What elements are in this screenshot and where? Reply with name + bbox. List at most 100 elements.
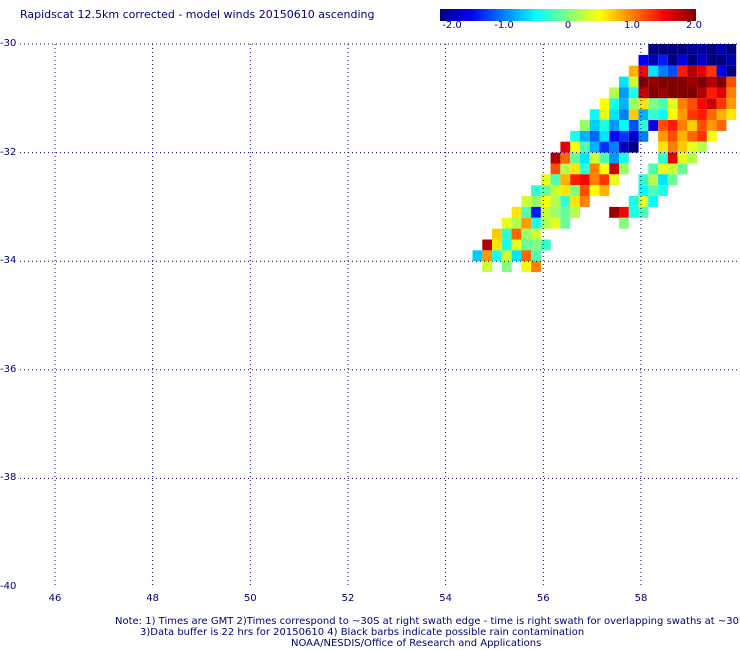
wind-diff-cell xyxy=(531,250,541,262)
wind-diff-cell xyxy=(658,163,668,175)
wind-diff-cell xyxy=(589,163,600,175)
wind-diff-cell xyxy=(716,98,727,110)
wind-diff-cell xyxy=(531,261,541,273)
wind-diff-cell xyxy=(531,185,541,197)
wind-diff-cell xyxy=(648,76,659,88)
wind-diff-cell xyxy=(560,206,571,218)
wind-diff-cell xyxy=(579,163,590,175)
wind-diff-cell xyxy=(667,87,678,99)
wind-diff-cell xyxy=(482,239,493,251)
wind-diff-cell xyxy=(550,206,561,218)
wind-diff-cell xyxy=(667,120,678,131)
wind-diff-cell xyxy=(667,174,678,186)
wind-diff-cell xyxy=(628,76,639,88)
wind-diff-cell xyxy=(521,239,532,251)
wind-diff-cell xyxy=(619,206,629,218)
wind-diff-cell xyxy=(531,228,541,240)
wind-diff-cell xyxy=(638,185,649,197)
wind-diff-cell xyxy=(677,87,688,99)
wind-diff-cell xyxy=(648,65,659,77)
wind-diff-cell xyxy=(619,76,629,88)
wind-diff-cell xyxy=(667,76,678,88)
wind-diff-cell xyxy=(501,217,512,229)
wind-diff-cell xyxy=(658,130,668,142)
longitude-label: 46 xyxy=(48,593,62,604)
wind-diff-cell xyxy=(579,174,590,186)
wind-diff-cell xyxy=(619,217,629,229)
wind-diff-cell xyxy=(677,98,688,110)
wind-diff-cell xyxy=(638,130,649,142)
colorbar-tick-label: 1.0 xyxy=(624,20,640,31)
wind-diff-cell xyxy=(677,76,688,88)
wind-diff-cell xyxy=(658,54,668,66)
wind-diff-cell xyxy=(648,185,659,197)
wind-diff-cell xyxy=(579,196,590,207)
wind-diff-cell xyxy=(511,239,522,251)
wind-diff-cell xyxy=(501,239,512,251)
longitude-label: 56 xyxy=(536,593,550,604)
latitude-label: -40 xyxy=(0,581,17,592)
wind-diff-cell xyxy=(589,130,600,142)
wind-diff-cell xyxy=(609,141,619,153)
latitude-label: -38 xyxy=(0,472,17,484)
wind-diff-cell xyxy=(570,174,580,186)
wind-diff-cell xyxy=(599,185,610,197)
wind-diff-cell xyxy=(540,217,551,229)
wind-diff-cell xyxy=(550,152,561,164)
longitude-label: 50 xyxy=(243,593,257,604)
wind-diff-cell xyxy=(706,76,717,88)
wind-diff-cell xyxy=(658,98,668,110)
wind-diff-cell xyxy=(570,163,580,175)
wind-diff-cell xyxy=(628,141,639,153)
wind-diff-cell xyxy=(560,217,571,229)
wind-diff-cell xyxy=(667,141,678,153)
wind-diff-cell xyxy=(531,196,541,207)
wind-diff-cell xyxy=(706,130,717,142)
wind-diff-cell xyxy=(570,206,580,218)
latitude-label: -36 xyxy=(0,363,17,375)
wind-diff-cell xyxy=(579,130,590,142)
colorbar-tick-label: 0 xyxy=(564,20,572,31)
wind-diff-cell xyxy=(658,109,668,121)
wind-diff-cell xyxy=(648,87,659,99)
wind-diff-cell xyxy=(531,217,541,229)
wind-diff-cell xyxy=(619,141,629,153)
wind-diff-cell xyxy=(677,54,688,66)
wind-diff-cell xyxy=(706,65,717,77)
wind-diff-cell xyxy=(726,65,737,77)
wind-diff-cell xyxy=(521,250,532,262)
wind-diff-cell xyxy=(716,109,727,121)
wind-diff-cell xyxy=(706,98,717,110)
wind-diff-cell xyxy=(619,98,629,110)
wind-diff-cell xyxy=(540,174,551,186)
wind-diff-cell xyxy=(628,65,639,77)
longitude-label: 58 xyxy=(634,593,648,604)
wind-diff-cell xyxy=(521,206,532,218)
wind-diff-cell xyxy=(560,174,571,186)
wind-diff-cell xyxy=(550,217,561,229)
wind-diff-cell xyxy=(687,44,698,55)
wind-diff-cell xyxy=(579,120,590,131)
wind-diff-cell xyxy=(599,120,610,131)
wind-diff-cell xyxy=(560,141,571,153)
wind-diff-cell xyxy=(658,65,668,77)
wind-diff-cell xyxy=(648,109,659,121)
wind-diff-cell xyxy=(648,196,659,207)
wind-diff-cell xyxy=(531,206,541,218)
wind-diff-cell xyxy=(619,152,629,164)
wind-diff-cell xyxy=(658,152,668,164)
wind-diff-cell xyxy=(599,152,610,164)
wind-diff-cell xyxy=(531,239,541,251)
wind-diff-cell xyxy=(726,87,737,99)
wind-diff-cell xyxy=(511,206,522,218)
wind-diff-cell xyxy=(648,98,659,110)
wind-diff-cell xyxy=(667,54,678,66)
wind-diff-cell xyxy=(726,109,737,121)
wind-diff-cell xyxy=(609,163,619,175)
wind-diff-cell xyxy=(619,120,629,131)
wind-diff-cell xyxy=(658,87,668,99)
wind-diff-cell xyxy=(599,109,610,121)
wind-diff-cell xyxy=(687,98,698,110)
wind-diff-cell xyxy=(619,109,629,121)
wind-diff-cell xyxy=(501,250,512,262)
